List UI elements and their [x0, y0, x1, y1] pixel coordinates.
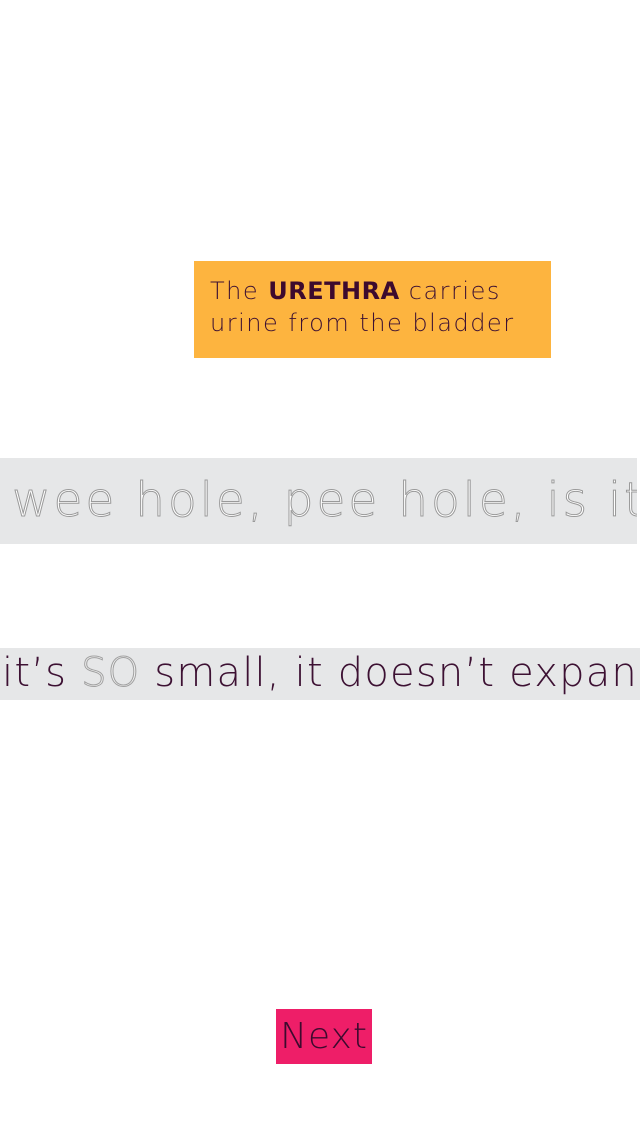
info-card-suffix: carries	[399, 277, 501, 305]
fact-band: it’s SO small, it doesn’t expand	[0, 648, 640, 700]
info-card-line-2: urine from the bladder	[210, 309, 515, 337]
next-button[interactable]: Next	[276, 1009, 372, 1064]
info-card-line-1: The URETHRA carries	[210, 275, 551, 307]
tracing-prompt-text: wee hole, pee hole, is it?	[12, 473, 637, 529]
fact-line-part-1: it’s	[2, 650, 82, 696]
tracing-prompt-band: wee hole, pee hole, is it?	[0, 458, 637, 544]
info-card-term: URETHRA	[268, 277, 400, 305]
fact-line-emphasis: SO	[81, 650, 141, 697]
fact-line-part-2: small, it doesn’t expand	[140, 650, 640, 696]
info-card-prefix: The	[210, 277, 269, 305]
urethra-info-card: The URETHRA carries urine from the bladd…	[194, 261, 551, 358]
fact-line: it’s SO small, it doesn’t expand	[2, 648, 640, 700]
